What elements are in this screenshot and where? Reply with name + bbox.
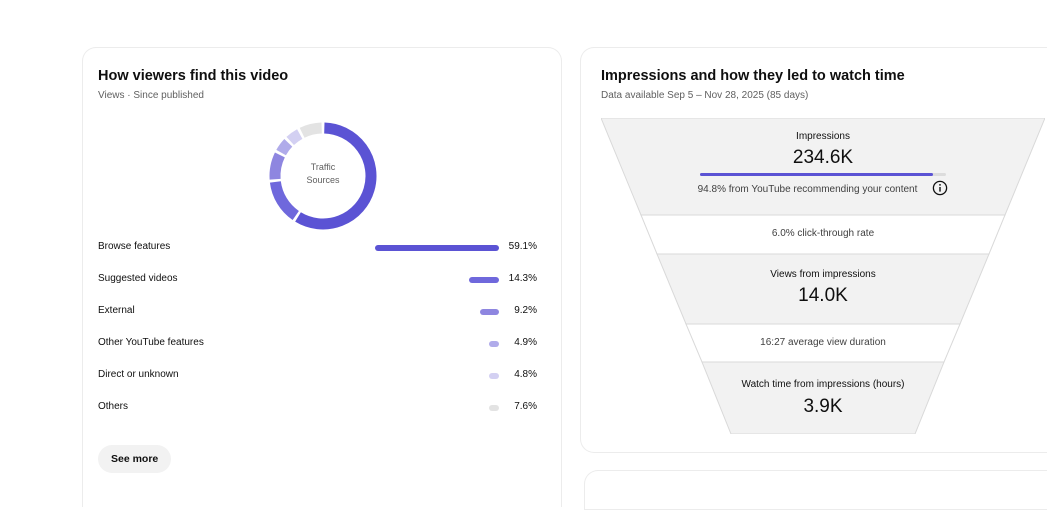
ctr-text: 6.0% click-through rate <box>771 228 875 239</box>
traffic-source-name: Others <box>98 401 129 412</box>
traffic-source-percent: 59.1% <box>508 241 537 252</box>
avd-text: 16:27 average view duration <box>760 337 886 348</box>
traffic-source-bar <box>489 373 499 379</box>
watch-time-value: 3.9K <box>803 396 843 417</box>
donut-segment <box>299 122 323 138</box>
traffic-source-bar <box>469 277 499 283</box>
impressions-funnel-card: Impressions and how they led to watch ti… <box>580 47 1047 453</box>
traffic-source-percent: 4.9% <box>514 337 537 348</box>
traffic-source-row: External 9.2% <box>83 302 563 322</box>
traffic-source-name: Browse features <box>98 241 171 252</box>
donut-segment <box>269 152 285 180</box>
info-icon[interactable] <box>932 180 948 196</box>
recommended-share-bar <box>700 173 946 176</box>
funnel-card-subtitle: Data available Sep 5 – Nov 28, 2025 (85 … <box>601 90 809 101</box>
traffic-source-name: Suggested videos <box>98 273 178 284</box>
traffic-source-name: Other YouTube features <box>98 337 204 348</box>
traffic-source-row: Suggested videos 14.3% <box>83 270 563 290</box>
funnel-stage-watch-time <box>701 361 945 434</box>
donut-label-line2: Sources <box>306 175 340 185</box>
views-value: 14.0K <box>798 285 848 306</box>
watch-time-label: Watch time from impressions (hours) <box>741 379 905 390</box>
funnel-card-title: Impressions and how they led to watch ti… <box>601 68 905 84</box>
traffic-source-bar <box>375 245 499 251</box>
traffic-source-row: Other YouTube features 4.9% <box>83 334 563 354</box>
traffic-source-name: External <box>98 305 135 316</box>
views-label: Views from impressions <box>770 269 876 280</box>
traffic-source-bar <box>480 309 499 315</box>
see-more-button[interactable]: See more <box>98 445 172 473</box>
traffic-card-subtitle: Views · Since published <box>98 90 204 101</box>
recommended-share-bar-fill <box>700 173 934 176</box>
traffic-source-percent: 7.6% <box>514 401 537 412</box>
traffic-sources-card: How viewers find this video Views · Sinc… <box>82 47 562 507</box>
impressions-label: Impressions <box>796 131 850 142</box>
donut-segment <box>269 181 300 221</box>
traffic-source-name: Direct or unknown <box>98 369 179 380</box>
donut-label-line1: Traffic <box>311 162 336 172</box>
impressions-value: 234.6K <box>792 147 854 168</box>
donut-segment <box>276 139 293 156</box>
donut-segment <box>286 129 303 146</box>
traffic-card-title: How viewers find this video <box>98 68 289 84</box>
recommended-share-text: 94.8% from YouTube recommending your con… <box>697 184 918 195</box>
traffic-source-row: Browse features 59.1% <box>83 238 563 258</box>
traffic-source-row: Direct or unknown 4.8% <box>83 366 563 386</box>
traffic-source-percent: 4.8% <box>514 369 537 380</box>
donut-segment <box>295 122 377 230</box>
traffic-source-percent: 9.2% <box>514 305 537 316</box>
traffic-source-bar <box>489 341 499 347</box>
traffic-source-percent: 14.3% <box>508 273 537 284</box>
next-card-edge <box>584 470 1047 510</box>
traffic-source-bar <box>489 405 499 411</box>
traffic-source-row: Others 7.6% <box>83 398 563 418</box>
traffic-sources-donut: Traffic Sources <box>269 122 377 230</box>
